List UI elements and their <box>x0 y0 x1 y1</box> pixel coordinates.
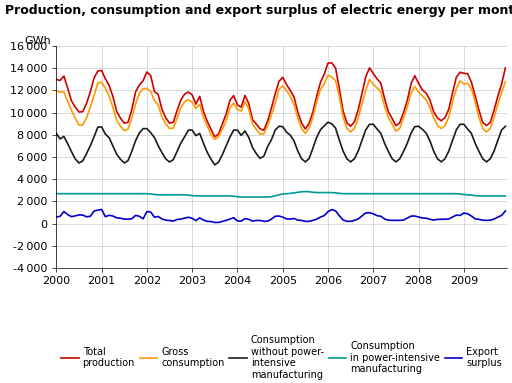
Total
production <box>147 73 154 78</box>
Export
surplus <box>416 215 422 219</box>
Gross
consumption <box>212 137 218 142</box>
Consumption
in power-intensive
manufacturing <box>502 194 508 198</box>
Consumption
in power-intensive
manufacturing <box>416 192 422 196</box>
Export
surplus <box>502 209 508 213</box>
Gross
consumption <box>147 89 154 93</box>
Gross
consumption <box>370 82 376 87</box>
Export
surplus <box>370 211 376 216</box>
Consumption
in power-intensive
manufacturing <box>174 193 180 197</box>
Consumption
in power-intensive
manufacturing <box>370 192 376 196</box>
Gross
consumption <box>306 126 312 130</box>
Export
surplus <box>310 218 316 223</box>
Consumption
in power-intensive
manufacturing <box>302 189 308 194</box>
Gross
consumption <box>502 79 508 84</box>
Gross
consumption <box>174 116 180 120</box>
Line: Gross
consumption: Gross consumption <box>56 75 505 139</box>
Consumption
in power-intensive
manufacturing <box>53 192 59 196</box>
Gross
consumption <box>325 73 331 78</box>
Export
surplus <box>53 215 59 219</box>
Total
production <box>370 71 376 76</box>
Total
production <box>53 77 59 82</box>
Export
surplus <box>178 217 184 221</box>
Text: GWh: GWh <box>25 36 52 46</box>
Line: Consumption
in power-intensive
manufacturing: Consumption in power-intensive manufactu… <box>56 192 505 197</box>
Total
production <box>502 66 508 70</box>
Line: Total
production: Total production <box>56 63 505 137</box>
Export
surplus <box>495 215 501 219</box>
Export
surplus <box>212 220 218 225</box>
Legend: Total
production, Gross
consumption, Consumption
without power-
intensive
manufa: Total production, Gross consumption, Con… <box>61 335 502 380</box>
Consumption
without power-
intensive
manufacturing <box>53 131 59 136</box>
Export
surplus <box>152 215 158 219</box>
Consumption
without power-
intensive
manufacturing <box>495 138 501 143</box>
Total
production <box>174 108 180 113</box>
Consumption
without power-
intensive
manufacturing <box>147 130 154 135</box>
Total
production <box>495 94 501 98</box>
Consumption
in power-intensive
manufacturing <box>242 195 248 199</box>
Total
production <box>329 61 335 65</box>
Consumption
without power-
intensive
manufacturing <box>174 149 180 154</box>
Consumption
without power-
intensive
manufacturing <box>212 162 218 167</box>
Consumption
without power-
intensive
manufacturing <box>370 122 376 127</box>
Line: Export
surplus: Export surplus <box>56 210 505 223</box>
Gross
consumption <box>53 88 59 93</box>
Total
production <box>416 81 422 86</box>
Consumption
in power-intensive
manufacturing <box>147 192 154 196</box>
Consumption
without power-
intensive
manufacturing <box>502 124 508 129</box>
Consumption
in power-intensive
manufacturing <box>495 194 501 198</box>
Gross
consumption <box>495 102 501 106</box>
Export
surplus <box>98 207 104 212</box>
Consumption
without power-
intensive
manufacturing <box>416 124 422 129</box>
Total
production <box>212 134 218 139</box>
Gross
consumption <box>416 90 422 95</box>
Text: Production, consumption and export surplus of electric energy per month. GWh: Production, consumption and export surpl… <box>5 4 512 17</box>
Line: Consumption
without power-
intensive
manufacturing: Consumption without power- intensive man… <box>56 122 505 165</box>
Consumption
without power-
intensive
manufacturing <box>306 156 312 161</box>
Consumption
in power-intensive
manufacturing <box>310 190 316 195</box>
Total
production <box>306 121 312 126</box>
Consumption
without power-
intensive
manufacturing <box>325 120 331 124</box>
